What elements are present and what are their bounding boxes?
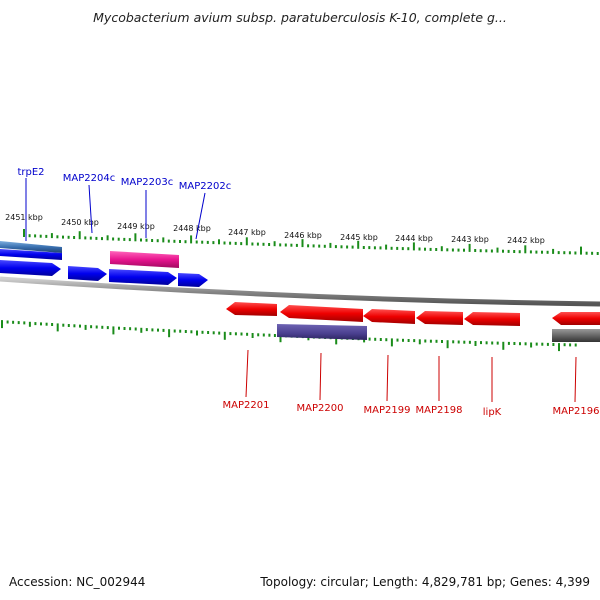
tick-label-2443: 2443 kbp <box>451 235 489 244</box>
forward-strand-features <box>0 241 208 287</box>
feature-MAP2202c[interactable] <box>178 273 208 287</box>
feature-blue-track-upper[interactable] <box>0 249 62 260</box>
tick-label-2451: 2451 kbp <box>5 213 43 222</box>
lower-tick-track <box>1 320 577 352</box>
feature-MAP2200[interactable] <box>280 305 363 322</box>
leader-MAP2199 <box>386 354 389 402</box>
feature-MAP2199[interactable] <box>363 309 415 324</box>
tick-label-2448: 2448 kbp <box>173 224 211 233</box>
upper-tick-track <box>23 229 599 255</box>
leader-MAP2204c <box>88 184 93 234</box>
gene-label-trpE2[interactable]: trpE2 <box>17 167 44 178</box>
tick-label-2444: 2444 kbp <box>395 234 433 243</box>
feature-gray[interactable] <box>552 329 600 342</box>
feature-MAP2196[interactable] <box>552 312 600 325</box>
gene-label-MAP2202c[interactable]: MAP2202c <box>179 181 231 192</box>
gene-label-lipK[interactable]: lipK <box>483 407 502 418</box>
leader-MAP2201 <box>245 349 249 398</box>
feature-MAP2201[interactable] <box>226 302 277 316</box>
gene-label-MAP2204c[interactable]: MAP2204c <box>63 173 115 184</box>
gene-label-MAP2196[interactable]: MAP2196 <box>553 406 600 417</box>
gene-label-MAP2200[interactable]: MAP2200 <box>297 403 344 414</box>
tick-label-2447: 2447 kbp <box>228 228 266 237</box>
tick-label-2449: 2449 kbp <box>117 222 155 231</box>
accession-label: Accession: NC_002944 <box>9 575 146 589</box>
feature-MAP2198[interactable] <box>416 311 463 325</box>
tick-labels: 2451 kbp 2450 kbp 2449 kbp 2448 kbp 2447… <box>5 213 545 245</box>
tick-label-2446: 2446 kbp <box>284 231 322 240</box>
feature-trpE2[interactable] <box>0 260 61 276</box>
tick-label-2445: 2445 kbp <box>340 233 378 242</box>
leader-MAP2196 <box>574 356 577 403</box>
gene-label-MAP2201[interactable]: MAP2201 <box>223 400 270 411</box>
reverse-strand-features <box>226 302 600 342</box>
leader-MAP2202c <box>195 192 206 240</box>
tick-label-2450: 2450 kbp <box>61 218 99 227</box>
genome-stats-label: Topology: circular; Length: 4,829,781 bp… <box>260 575 590 589</box>
feature-MAP2204c[interactable] <box>68 266 107 281</box>
feature-lipK[interactable] <box>464 312 520 326</box>
gene-label-MAP2198[interactable]: MAP2198 <box>416 405 463 416</box>
map-title: Mycobacterium avium subsp. paratuberculo… <box>93 10 507 25</box>
reverse-gene-labels: MAP2201 MAP2200 MAP2199 MAP2198 lipK MAP… <box>223 349 600 418</box>
feature-steel-upper[interactable] <box>0 241 62 253</box>
gene-label-MAP2199[interactable]: MAP2199 <box>364 405 411 416</box>
gene-label-MAP2203c[interactable]: MAP2203c <box>121 177 173 188</box>
leader-MAP2200 <box>319 352 322 401</box>
feature-pink[interactable] <box>110 251 179 268</box>
forward-gene-labels: trpE2 MAP2204c MAP2203c MAP2202c <box>17 167 231 241</box>
tick-label-2442: 2442 kbp <box>507 236 545 245</box>
feature-MAP2203c[interactable] <box>109 269 177 285</box>
genome-backbone <box>0 276 600 307</box>
feature-purple[interactable] <box>277 324 367 340</box>
